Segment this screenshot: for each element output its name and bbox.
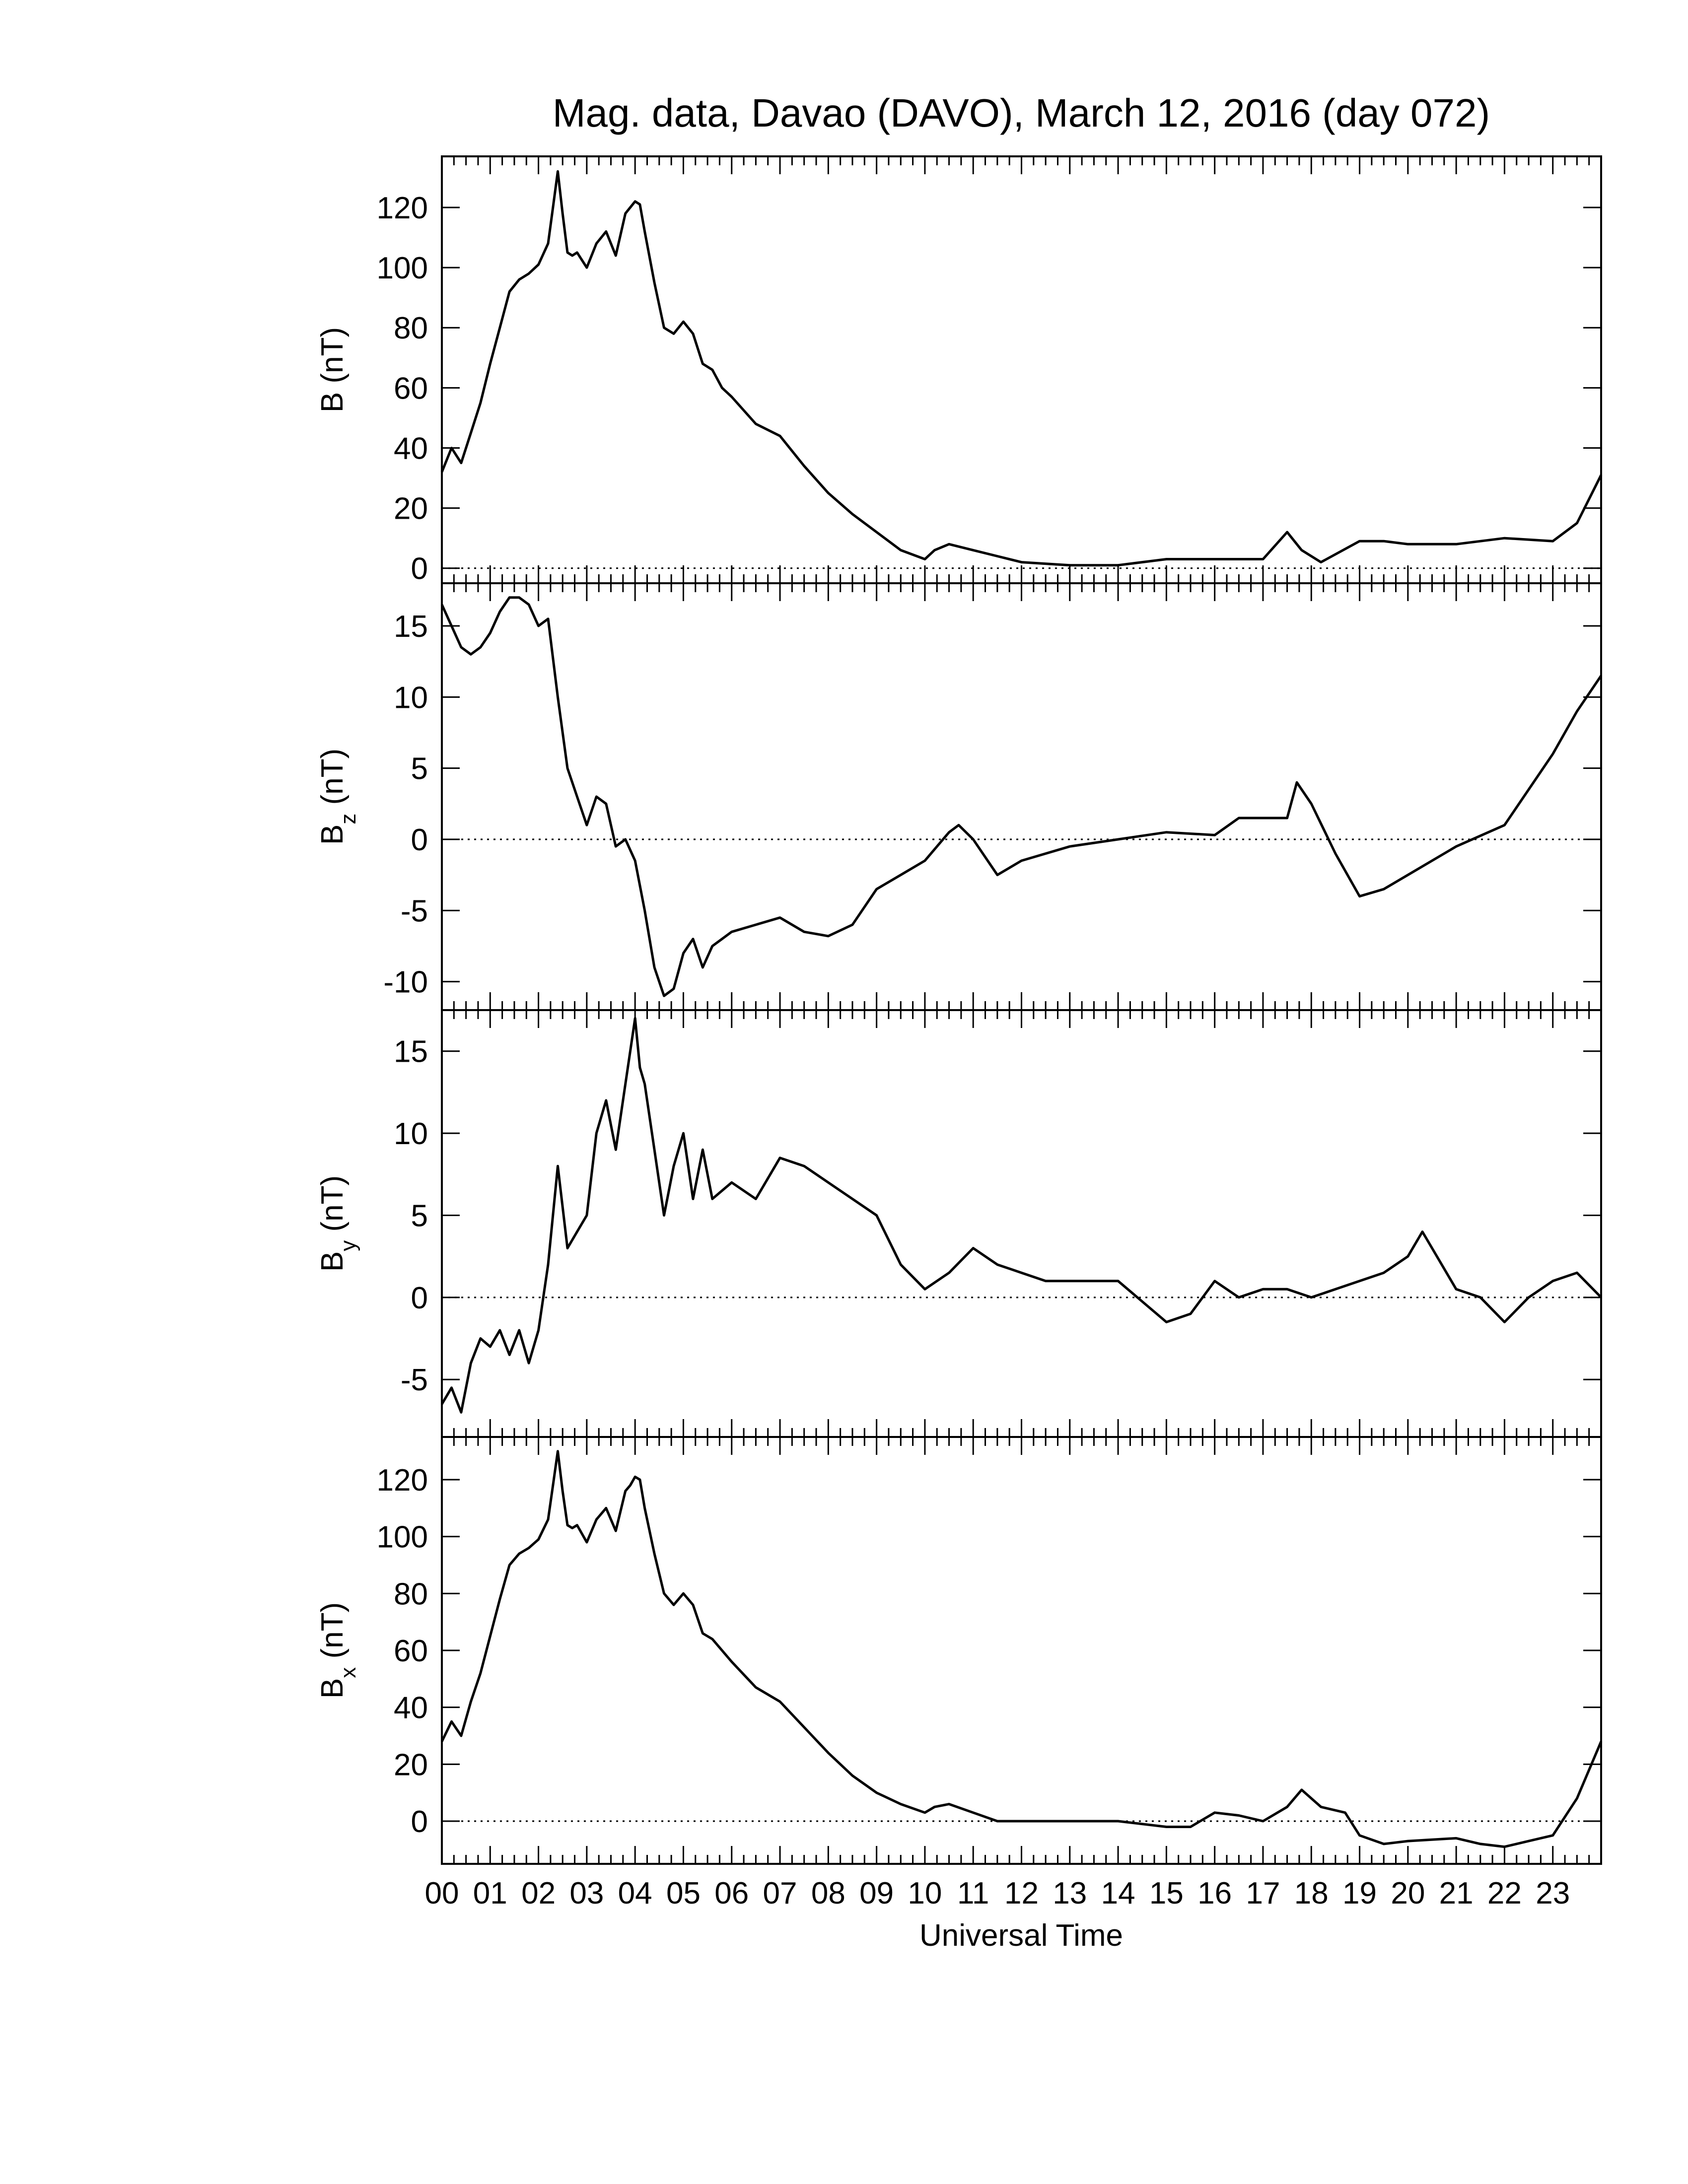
chart-title: Mag. data, Davao (DAVO), March 12, 2016 …: [553, 91, 1490, 135]
panel-B-frame: [441, 155, 1602, 584]
x-tick-label: 02: [521, 1876, 556, 1911]
x-tick-label: 05: [666, 1876, 701, 1911]
x-tick-label: 16: [1197, 1876, 1232, 1911]
panel-By-y-tick-label: 5: [411, 1199, 428, 1233]
x-tick-label: 11: [957, 1876, 989, 1911]
panel-Bz-y-tick-label: 15: [394, 610, 428, 644]
x-tick-label: 23: [1536, 1876, 1570, 1911]
panel-Bx-frame: [441, 1436, 1602, 1865]
panel-Bz-frame: [441, 582, 1602, 1011]
panel-By-y-tick-label: 0: [411, 1281, 428, 1315]
panel-Bz-y-tick-label: -10: [383, 965, 428, 1000]
panel-Bx-y-tick-label: 120: [377, 1463, 428, 1498]
panel-Bx-y-tick-label: 0: [411, 1805, 428, 1839]
x-axis-label: Universal Time: [919, 1918, 1123, 1953]
panel-By-y-tick-label: 10: [394, 1117, 428, 1151]
panel-B-y-tick-label: 60: [394, 371, 428, 406]
panel-Bx-y-axis-label: Bx (nT): [315, 1602, 360, 1699]
x-tick-label: 00: [425, 1876, 459, 1911]
panel-B-y-tick-label: 120: [377, 191, 428, 225]
panel-B-y-tick-label: 40: [394, 431, 428, 466]
panel-Bz-y-tick-label: 10: [394, 681, 428, 715]
x-tick-label: 13: [1053, 1876, 1087, 1911]
panel-By-y-tick-label: 15: [394, 1035, 428, 1069]
panel-Bz-y-tick-label: -5: [401, 894, 428, 928]
x-tick-label: 22: [1487, 1876, 1522, 1911]
panel-Bz-y-axis-label: Bz (nT): [315, 749, 360, 845]
panel-By-frame: [441, 1009, 1602, 1438]
panel-Bx-y-tick-label: 40: [394, 1691, 428, 1725]
x-tick-label: 12: [1004, 1876, 1039, 1911]
x-tick-label: 06: [714, 1876, 749, 1911]
x-tick-label: 10: [908, 1876, 942, 1911]
x-tick-label: 19: [1342, 1876, 1377, 1911]
x-tick-label: 14: [1101, 1876, 1135, 1911]
x-tick-label: 08: [811, 1876, 845, 1911]
x-tick-label: 15: [1149, 1876, 1184, 1911]
panel-B-y-tick-label: 0: [411, 552, 428, 586]
panel-B-y-tick-label: 80: [394, 311, 428, 345]
panel-By-series-line: [440, 1017, 1602, 1414]
panel-Bx-y-tick-label: 100: [377, 1520, 428, 1555]
x-tick-label: 17: [1246, 1876, 1280, 1911]
panel-Bx-y-tick-label: 80: [394, 1577, 428, 1611]
panel-B-series-line: [440, 170, 1603, 567]
x-tick-label: 01: [473, 1876, 507, 1911]
x-tick-label: 09: [859, 1876, 894, 1911]
panel-Bz-y-tick-label: 0: [411, 823, 428, 857]
panel-By-y-tick-label: -5: [401, 1363, 428, 1397]
panel-Bx-y-tick-label: 20: [394, 1748, 428, 1782]
x-tick-label: 07: [763, 1876, 797, 1911]
panel-Bz-series-line: [440, 596, 1603, 997]
panel-By-y-axis-label: By (nT): [315, 1175, 360, 1272]
x-tick-label: 04: [618, 1876, 652, 1911]
x-tick-label: 18: [1294, 1876, 1329, 1911]
panel-Bz-y-tick-label: 5: [411, 752, 428, 786]
x-tick-label: 20: [1391, 1876, 1425, 1911]
panel-B-y-axis-label: B (nT): [315, 327, 350, 412]
panel-B-y-tick-label: 100: [377, 251, 428, 285]
panel-Bx-y-tick-label: 60: [394, 1634, 428, 1668]
x-tick-label: 03: [569, 1876, 604, 1911]
panel-B-y-tick-label: 20: [394, 492, 428, 526]
x-tick-label: 21: [1439, 1876, 1474, 1911]
panel-Bx-series-line: [440, 1450, 1603, 1848]
